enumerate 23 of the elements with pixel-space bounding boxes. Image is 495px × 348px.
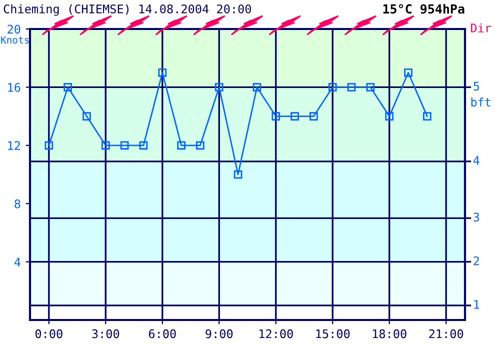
y-axis-title: Knots (1, 36, 29, 44)
text: Dir (471, 23, 492, 32)
y2-axis-title: bft (471, 97, 490, 107)
x-tick-label: 12:00 (260, 329, 293, 338)
x-tick-label: 21:00 (429, 329, 464, 338)
x-tick-label: 18:00 (373, 329, 406, 338)
x-tick-label: 3:00 (92, 329, 120, 338)
chart-title: Chieming (CHIEMSE) 14.08.2004 20:00 (4, 4, 251, 16)
text: 1 (474, 300, 480, 309)
y-tick-label: 4 (14, 258, 20, 266)
x-tick-label: 9:00 (206, 329, 233, 338)
x-tick-label: 6:00 (148, 329, 176, 338)
chart-subtitle: 15°C 954hPa (383, 4, 464, 14)
x-tick-label: 0:00 (35, 329, 62, 338)
y-tick-label: 12 (8, 141, 20, 150)
y-tick-label: 20 (8, 24, 20, 34)
y-tick-label: 8 (14, 199, 20, 208)
text: 5 (474, 82, 479, 91)
text: 4 (473, 156, 480, 165)
x-tick-label: 15:00 (316, 329, 350, 338)
text: 2 (474, 256, 479, 266)
text: 3 (474, 212, 480, 222)
y-tick-label: 16 (8, 82, 20, 92)
